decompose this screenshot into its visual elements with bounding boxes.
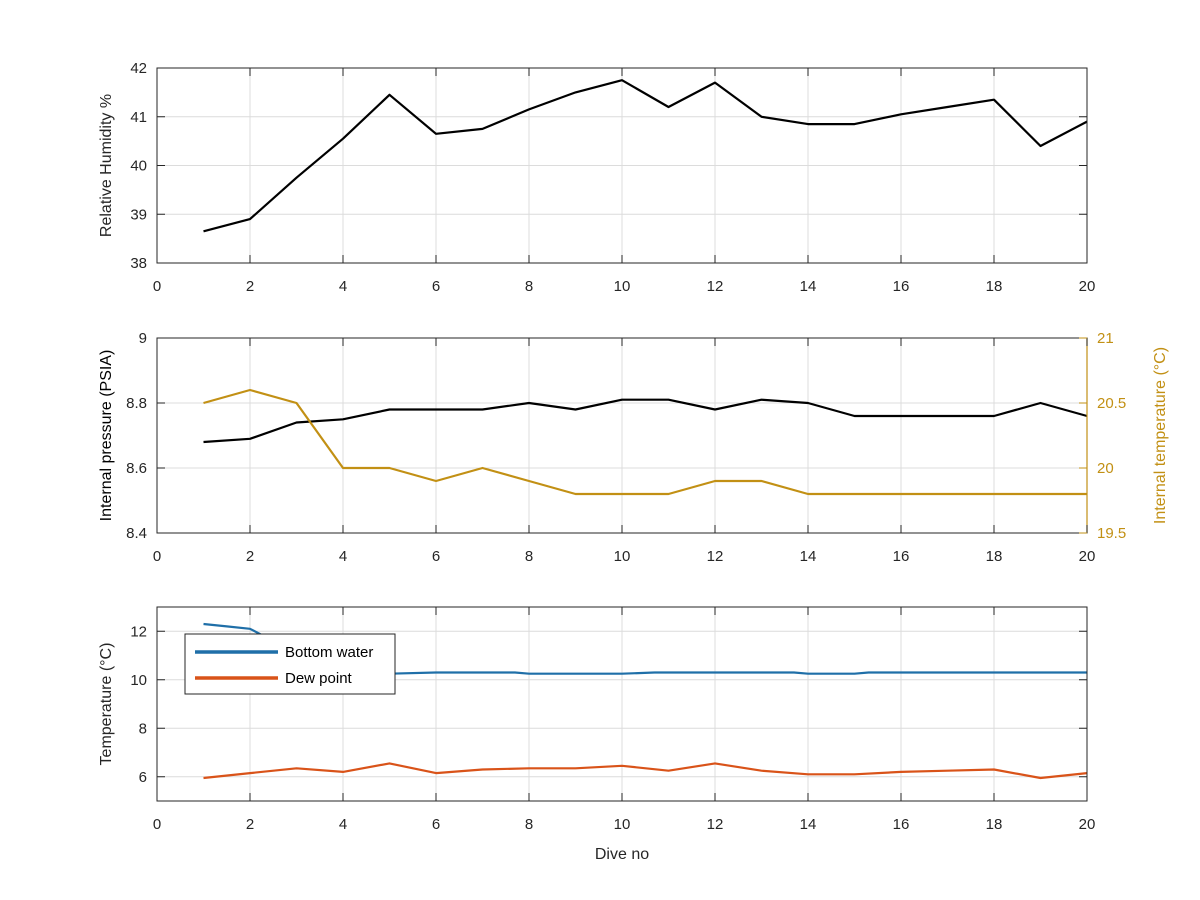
x-tick-label: 4 <box>339 278 347 295</box>
x-tick-label: 6 <box>432 278 440 295</box>
x-tick-label: 2 <box>246 278 254 295</box>
chart-panel-2: 0 2 4 6 8 10 12 14 16 18 208.48.68.8919.52020.521I… <box>98 330 1169 565</box>
x-tick-label: 18 <box>986 278 1003 295</box>
x-tick-label: 2 <box>246 548 254 565</box>
series-line-2-2 <box>203 388 1087 496</box>
y-tick-label: 39 <box>130 206 147 223</box>
x-tick-label: 0 <box>153 816 161 833</box>
x-tick-label: 14 <box>800 278 817 295</box>
y-tick-label: 9 <box>139 330 147 347</box>
x-tick-label: 10 <box>614 278 631 295</box>
chart-panel-3: 0 2 4 6 8 10 12 14 16 18 20 6 8 10 12 Temperature (°C) D… <box>98 606 1096 863</box>
y-tick-label: 6 <box>139 769 147 786</box>
y-tick-label: 38 <box>130 255 147 272</box>
x-tick-label: 14 <box>800 816 817 833</box>
y-axis-label: Relative Humidity % <box>98 94 115 237</box>
y-tick-label: 12 <box>130 623 147 640</box>
x-axis-label: Dive no <box>595 846 649 863</box>
x-tick-label: 12 <box>707 816 724 833</box>
series-line-2-1 <box>203 398 1088 444</box>
chart-panel-1: 0 2 4 6 8 10 12 14 16 18 20 38 39 40 41 42 Relative Humi… <box>98 60 1095 295</box>
y-tick-label: 8.6 <box>126 460 147 477</box>
x-tick-label: 12 <box>707 278 724 295</box>
x-tick-label: 20 <box>1079 816 1096 833</box>
y-tick-label: 40 <box>130 158 147 175</box>
x-tick-label: 20 <box>1079 278 1096 295</box>
x-tick-label: 20 <box>1079 548 1096 565</box>
legend: Bottom water Dew point <box>184 633 396 695</box>
y-tick-label: 8 <box>139 720 147 737</box>
y-tick-label: 10 <box>130 672 147 689</box>
x-tick-label: 16 <box>893 548 910 565</box>
x-tick-label: 16 <box>893 278 910 295</box>
x-tick-label: 8 <box>525 278 533 295</box>
y-axis-label: Temperature (°C) <box>98 643 115 766</box>
legend-label-bottom-water: Bottom water <box>285 644 373 661</box>
y-axis-label: Internal pressure (PSIA) <box>98 350 115 522</box>
x-tick-label: 2 <box>246 816 254 833</box>
x-tick-label: 4 <box>339 816 347 833</box>
x-tick-label: 16 <box>893 816 910 833</box>
x-tick-label: 18 <box>986 548 1003 565</box>
series-line-1-1 <box>203 79 1088 233</box>
x-tick-label: 18 <box>986 816 1003 833</box>
y2-tick-label: 19.5 <box>1097 525 1126 542</box>
x-tick-label: 4 <box>339 548 347 565</box>
x-tick-label: 6 <box>432 816 440 833</box>
y-tick-label: 8.8 <box>126 395 147 412</box>
y-tick-label: 41 <box>130 109 147 126</box>
y2-tick-label: 20 <box>1097 460 1114 477</box>
x-tick-label: 6 <box>432 548 440 565</box>
y-tick-label: 42 <box>130 60 147 77</box>
x-tick-label: 10 <box>614 816 631 833</box>
x-tick-label: 8 <box>525 816 533 833</box>
y2-axis-label: Internal temperature (°C) <box>1152 347 1169 524</box>
x-tick-label: 14 <box>800 548 817 565</box>
x-tick-label: 10 <box>614 548 631 565</box>
y-tick-label: 8.4 <box>126 525 147 542</box>
x-tick-label: 0 <box>153 278 161 295</box>
series-line-dew-point <box>203 762 1088 780</box>
y2-tick-label: 20.5 <box>1097 395 1126 412</box>
y2-tick-label: 21 <box>1097 330 1114 347</box>
legend-label-dew-point: Dew point <box>285 670 353 687</box>
x-tick-label: 0 <box>153 548 161 565</box>
x-tick-label: 12 <box>707 548 724 565</box>
x-tick-label: 8 <box>525 548 533 565</box>
legend-box <box>184 633 396 695</box>
